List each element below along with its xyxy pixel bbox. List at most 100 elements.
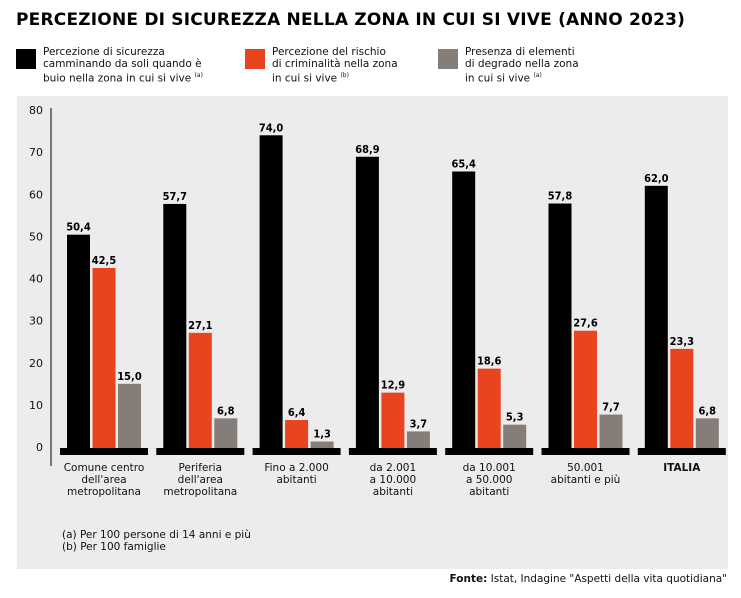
legend-swatch-safety: [16, 49, 36, 69]
x-category-label-line: Fino a 2.000: [264, 462, 328, 474]
x-category-label: 50.001 abitanti e più: [551, 462, 621, 486]
x-category-label-line: a 50.000: [466, 474, 513, 486]
legend-item-crime-risk: Percezione del rischio di criminalità ne…: [245, 46, 398, 85]
y-tick-label-0: 0: [36, 441, 43, 454]
data-label: 6,8: [699, 404, 717, 417]
group-baseline: [541, 448, 630, 455]
data-label: 74,0: [259, 121, 284, 134]
bar: [214, 418, 238, 448]
x-category-label: da 2.001 a 10.000 abitanti: [370, 462, 417, 498]
y-tick-label-20: 20: [29, 357, 43, 370]
data-label: 12,9: [381, 379, 406, 392]
legend-note-safety: (a): [194, 72, 203, 79]
x-category-label: Comune centro dell'area metropolitana: [64, 462, 145, 498]
data-label: 68,9: [355, 143, 380, 156]
group-baseline: [60, 448, 148, 455]
legend-item-degradation: Presenza di elementi di degrado nella zo…: [438, 46, 579, 85]
x-category-label-line: a 10.000: [370, 474, 417, 486]
legend-label-degradation: Presenza di elementi di degrado nella zo…: [465, 46, 579, 85]
x-category-label-line: metropolitana: [67, 486, 141, 498]
legend-swatch-degradation: [438, 49, 458, 69]
chart-title: PERCEZIONE DI SICUREZZA NELLA ZONA IN CU…: [16, 10, 686, 30]
bar: [503, 424, 527, 448]
bar: [355, 156, 379, 449]
source-label: Fonte:: [449, 573, 488, 585]
bar: [381, 392, 405, 448]
x-category-label-line: metropolitana: [163, 486, 237, 498]
bar: [118, 383, 141, 448]
data-label: 1,3: [313, 428, 331, 441]
data-label: 50,4: [66, 221, 91, 234]
x-category-label: Periferia dell'area metropolitana: [163, 462, 237, 498]
y-tick-label-60: 60: [29, 188, 43, 201]
y-tick-label-40: 40: [29, 273, 43, 286]
source-credit: Fonte: Istat, Indagine "Aspetti della vi…: [450, 573, 727, 585]
x-category-label-line: dell'area: [178, 474, 223, 486]
bar: [574, 330, 597, 448]
x-category-label-line: abitanti: [373, 486, 413, 498]
data-label: 7,7: [602, 401, 620, 414]
source-text: Istat, Indagine "Aspetti della vita quot…: [487, 573, 727, 585]
y-tick-label-80: 80: [29, 104, 43, 117]
bar: [599, 414, 623, 448]
x-category-label: Fino a 2.000 abitanti: [264, 462, 328, 486]
legend-swatch-crime-risk: [245, 49, 265, 69]
group-baseline: [637, 448, 726, 455]
data-label: 6,4: [288, 406, 306, 419]
bar: [406, 431, 430, 448]
legend-item-safety: Percezione di sicurezza camminando da so…: [16, 46, 203, 85]
data-label: 6,8: [217, 404, 235, 417]
group-baseline: [156, 448, 245, 455]
group-baseline: [348, 448, 437, 455]
y-tick-label-30: 30: [29, 315, 43, 328]
x-category-label: da 10.001 a 50.000 abitanti: [463, 462, 516, 498]
legend-note-crime-risk: (b): [340, 72, 349, 79]
x-category-label-line: dell'area: [81, 474, 126, 486]
data-label: 57,8: [548, 190, 573, 203]
bar: [477, 368, 501, 448]
group-baseline: [252, 448, 341, 455]
bar: [188, 332, 212, 448]
legend-label-safety: Percezione di sicurezza camminando da so…: [43, 46, 202, 85]
x-category-label-line: Periferia: [179, 462, 222, 474]
data-label: 23,3: [670, 335, 695, 348]
data-label: 27,1: [188, 319, 213, 332]
bar: [548, 203, 572, 448]
bar: [310, 441, 334, 448]
x-category-label-line: da 10.001: [463, 462, 516, 474]
y-tick-label-10: 10: [29, 399, 43, 412]
y-tick-label-70: 70: [29, 146, 43, 159]
footnote-b: (b) Per 100 famiglie: [62, 541, 166, 553]
bar: [695, 418, 719, 448]
data-label: 57,7: [163, 190, 188, 203]
bar: [285, 420, 309, 448]
bar: [452, 171, 476, 448]
x-category-label-line: Comune centro: [64, 462, 145, 474]
bar: [259, 135, 283, 448]
y-tick-label-50: 50: [29, 230, 43, 243]
x-category-label-line: ITALIA: [663, 462, 701, 474]
legend-label-crime-risk: Percezione del rischio di criminalità ne…: [272, 46, 398, 85]
group-baseline: [445, 448, 534, 455]
data-label: 62,0: [644, 172, 669, 185]
x-category-label-line: abitanti e più: [551, 474, 621, 486]
data-label: 65,4: [451, 158, 476, 171]
data-label: 5,3: [506, 411, 524, 424]
data-label: 18,6: [477, 355, 502, 368]
data-label: 3,7: [410, 417, 428, 430]
bar: [67, 234, 90, 448]
bar: [163, 203, 187, 448]
bar: [670, 348, 694, 448]
x-category-label-line: 50.001: [567, 462, 604, 474]
bar: [644, 185, 668, 448]
x-category-label-line: abitanti: [469, 486, 509, 498]
bar: [92, 267, 116, 448]
x-category-label: ITALIA: [663, 462, 701, 474]
x-category-label-line: da 2.001: [370, 462, 417, 474]
footnote-a: (a) Per 100 persone di 14 anni e più: [62, 529, 251, 541]
data-label: 15,0: [117, 370, 142, 383]
legend-note-degradation: (a): [533, 72, 542, 79]
data-label: 42,5: [92, 254, 117, 267]
footnotes: (a) Per 100 persone di 14 anni e più (b)…: [62, 529, 251, 553]
